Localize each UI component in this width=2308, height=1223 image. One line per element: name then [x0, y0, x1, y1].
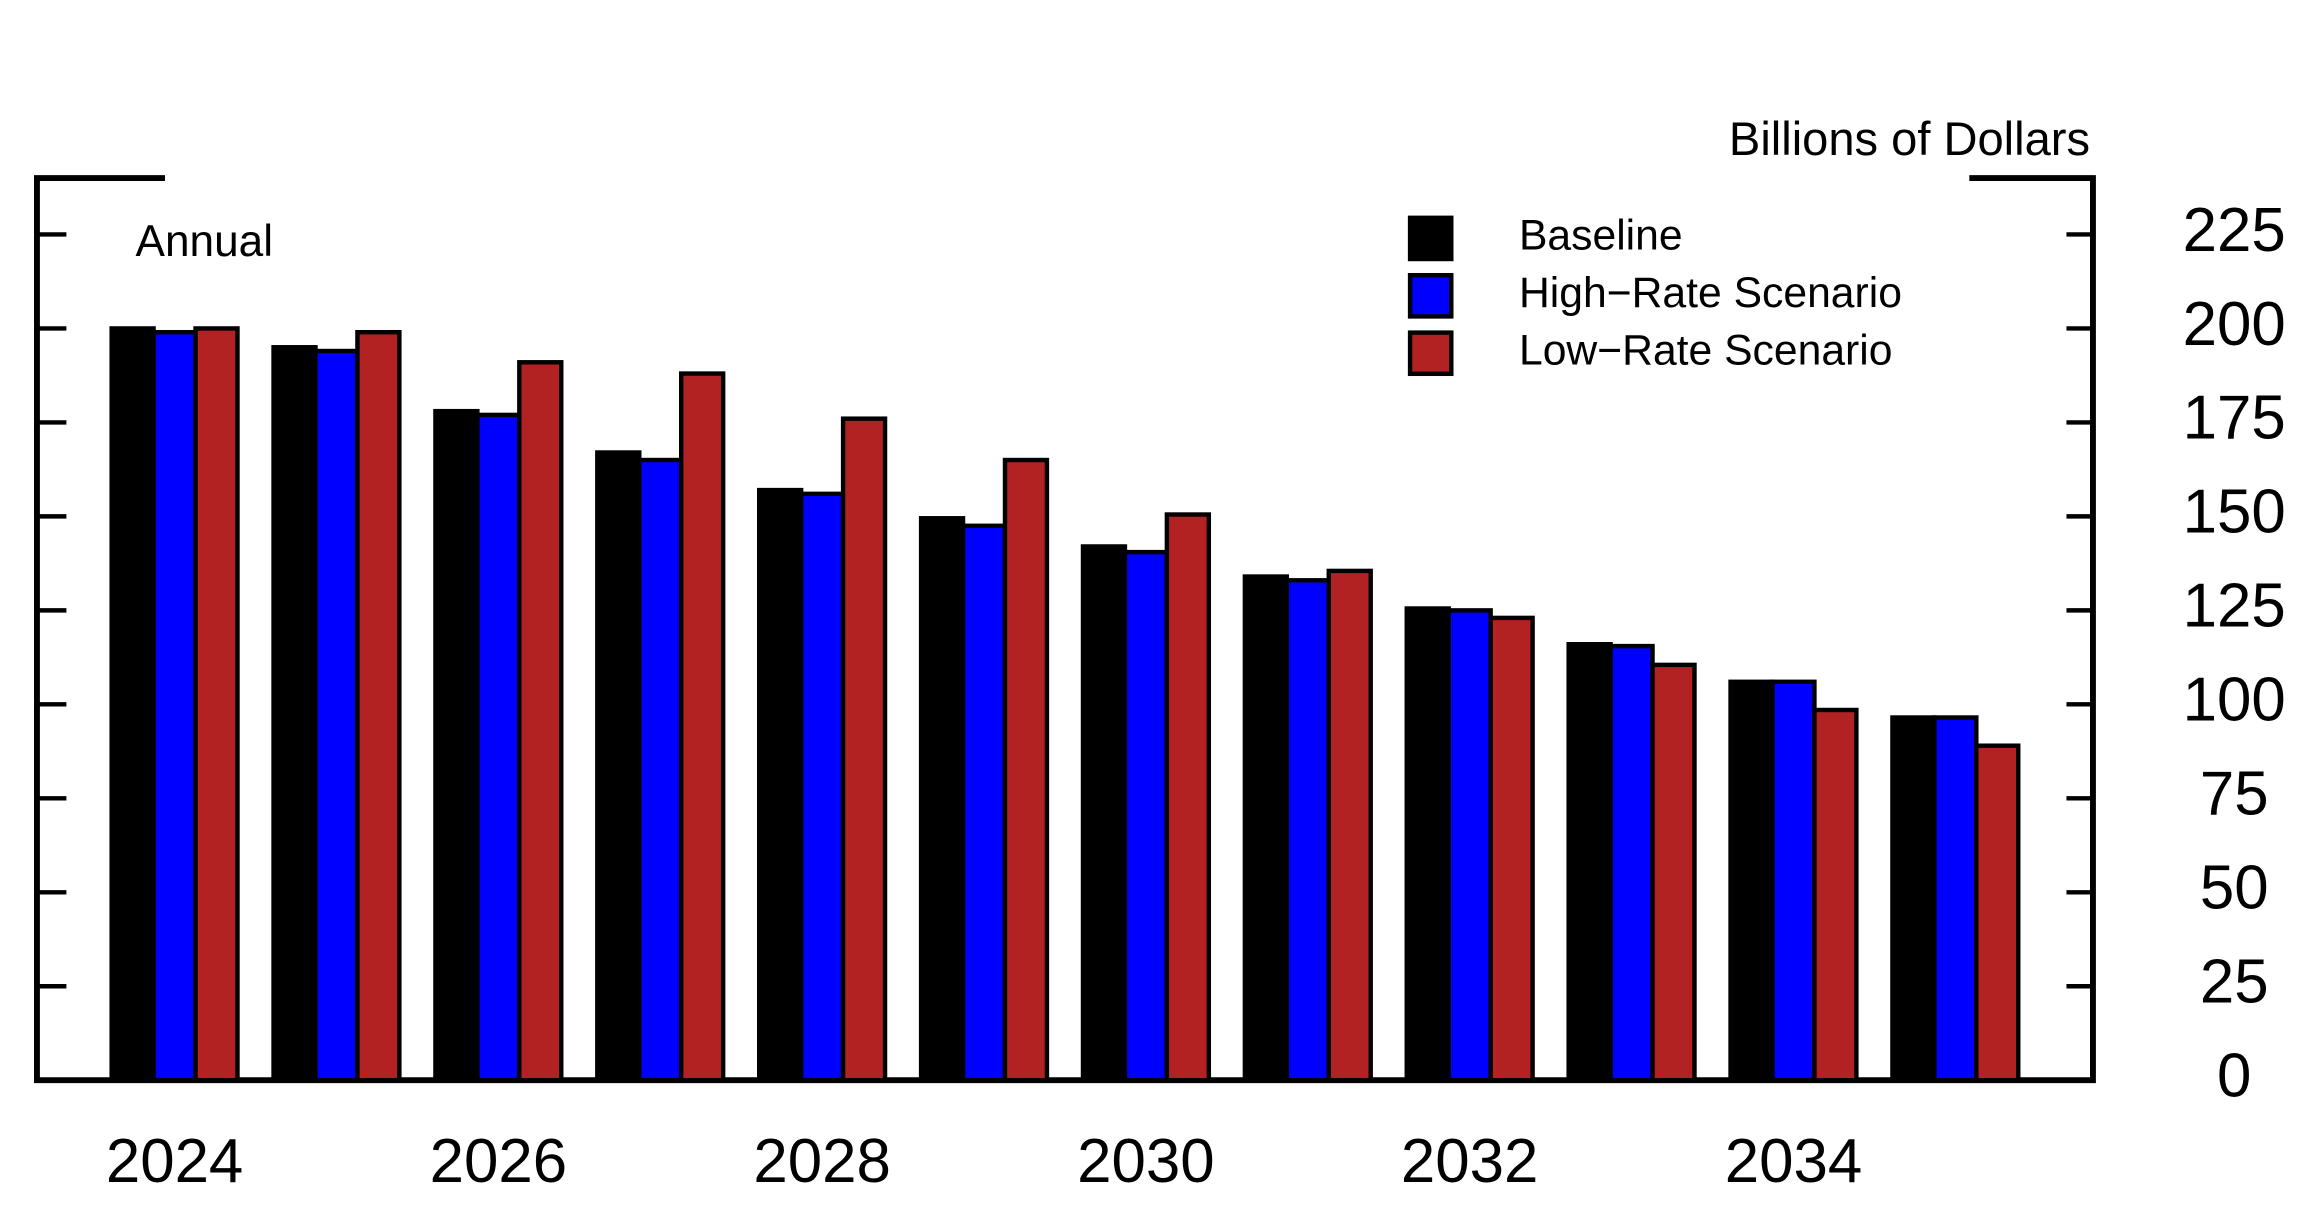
bar: [1932, 715, 1979, 1083]
y-tick-label: 200: [2183, 290, 2286, 359]
bar: [1446, 608, 1493, 1083]
bar: [960, 523, 1008, 1083]
frame: [34, 175, 2096, 1084]
x-tick-label: 2032: [1401, 1127, 1538, 1196]
bar: [918, 516, 966, 1083]
bar: [1770, 679, 1817, 1083]
y-tick-label: 100: [2183, 666, 2286, 735]
bar: [1728, 679, 1775, 1083]
x-tick-label: 2024: [106, 1127, 243, 1196]
bar: [679, 371, 726, 1083]
unit-label: Billions of Dollars: [1729, 112, 2090, 165]
bar: [1812, 707, 1859, 1083]
bar: [1122, 549, 1170, 1083]
bar: [271, 345, 318, 1083]
bar: [313, 348, 360, 1083]
bar: [757, 487, 804, 1083]
bar: [1242, 574, 1290, 1083]
y-tick-label: 75: [2200, 760, 2269, 829]
bar: [595, 450, 642, 1083]
y-tick-label: 150: [2183, 478, 2286, 547]
bar: [433, 408, 480, 1083]
bar: [151, 329, 198, 1083]
bar: [1650, 662, 1697, 1083]
bar: [1890, 715, 1937, 1083]
bar: [637, 457, 684, 1083]
bar: [355, 329, 402, 1083]
y-tick-label: 175: [2183, 384, 2286, 453]
bar: [798, 491, 846, 1083]
bar: [1284, 578, 1331, 1083]
bar: [517, 360, 564, 1083]
bar: [840, 416, 888, 1083]
legend-swatch: [1407, 273, 1454, 319]
bar: [193, 326, 240, 1083]
bar: [1002, 457, 1050, 1083]
plot-frame: [34, 175, 2096, 1084]
legend-swatch: [1407, 330, 1454, 377]
x-tick-label: 2028: [753, 1127, 890, 1196]
legend-label: Low−Rate Scenario: [1519, 326, 1892, 374]
bar: [1566, 641, 1613, 1083]
x-tick-label: 2030: [1077, 1127, 1214, 1196]
annotation: Annual: [136, 217, 273, 266]
y-tick-label: 25: [2200, 948, 2269, 1017]
bar: [1164, 512, 1212, 1083]
y-tick-label: 50: [2200, 854, 2269, 923]
bar: [1488, 615, 1535, 1083]
bar: [109, 326, 156, 1083]
y-tick-label: 125: [2183, 572, 2286, 641]
bar: [1974, 743, 2021, 1083]
legend-label: High−Rate Scenario: [1519, 269, 1902, 317]
bar: [475, 412, 522, 1083]
x-tick-label: 2034: [1725, 1127, 1862, 1196]
bar: [1326, 568, 1373, 1083]
y-tick-label: 225: [2183, 196, 2286, 265]
legend-label: Baseline: [1519, 212, 1683, 260]
legend-swatch: [1407, 215, 1454, 262]
bar: [1080, 544, 1128, 1083]
bar: [1608, 643, 1655, 1083]
bar: [1404, 606, 1451, 1083]
x-tick-label: 2026: [430, 1127, 567, 1196]
y-tick-label: 0: [2217, 1042, 2251, 1111]
